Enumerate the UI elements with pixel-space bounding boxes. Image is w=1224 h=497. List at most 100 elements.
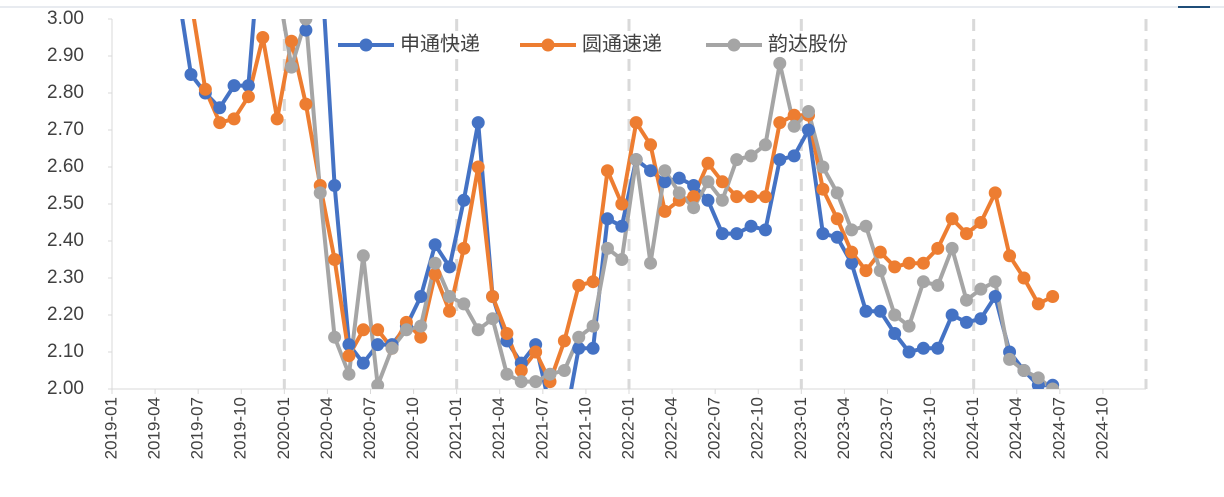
series-marker (816, 182, 830, 196)
series-marker (916, 256, 930, 270)
series-marker (787, 149, 801, 163)
y-tick-label: 2.80 (47, 82, 84, 103)
series-marker (773, 116, 787, 130)
plot-area (180, 0, 1060, 433)
x-tick-label: 2020-10 (403, 397, 422, 459)
series-marker (442, 290, 456, 303)
series-marker (184, 0, 197, 7)
series-marker (644, 256, 658, 270)
x-tick-label: 2019-07 (188, 397, 207, 459)
series-marker (845, 245, 859, 259)
series-marker (600, 241, 614, 255)
series-marker (830, 230, 844, 244)
series-marker (285, 60, 299, 74)
series-marker (414, 290, 428, 303)
series-marker (715, 227, 729, 241)
series-marker (600, 212, 614, 226)
series-marker (730, 190, 744, 204)
y-tick-label: 2.40 (47, 230, 84, 251)
y-tick-label: 2.90 (47, 45, 84, 66)
x-tick-label: 2019-04 (145, 397, 164, 459)
series-marker (270, 112, 284, 126)
x-tick-label: 2021-01 (446, 397, 465, 459)
series-marker (988, 290, 1002, 303)
series-marker (701, 175, 715, 189)
series-marker (184, 68, 198, 81)
legend-marker (541, 38, 555, 52)
x-tick-label: 2022-07 (705, 397, 724, 459)
series-marker (328, 253, 342, 266)
legend-label: 申通快递 (400, 32, 480, 55)
series-marker (1003, 249, 1017, 263)
series-marker (701, 193, 715, 207)
series-marker (371, 323, 385, 337)
series-marker (399, 323, 413, 337)
series-marker (916, 275, 930, 289)
series-marker (873, 245, 887, 259)
series-marker (787, 108, 801, 122)
y-tick-label: 3.00 (47, 8, 84, 29)
y-tick-label: 2.50 (47, 193, 84, 214)
series-marker (572, 330, 586, 344)
series-marker (586, 319, 600, 333)
series-marker (758, 190, 772, 204)
series-marker (558, 420, 571, 433)
x-tick-label: 2024-07 (1049, 397, 1068, 459)
series-marker (500, 327, 514, 340)
series-marker (486, 312, 500, 326)
series-marker (902, 256, 916, 270)
series-marker (342, 338, 356, 352)
y-tick-label: 2.60 (47, 156, 84, 177)
series-marker (715, 175, 729, 189)
series-marker (873, 264, 887, 278)
series-marker (299, 23, 313, 37)
series-marker (931, 278, 945, 292)
series-marker (299, 19, 313, 26)
series-marker (586, 341, 600, 355)
series-marker (658, 204, 672, 218)
series-marker (744, 149, 758, 163)
series-marker (931, 341, 945, 355)
series-marker (945, 241, 959, 255)
series-marker (687, 201, 701, 215)
series-marker (758, 138, 772, 152)
series-marker (672, 186, 686, 200)
series-marker (356, 249, 370, 263)
series-marker (644, 164, 658, 178)
series-marker (543, 367, 557, 381)
series-marker (687, 179, 701, 192)
series-marker (845, 256, 859, 270)
series-marker (414, 330, 428, 344)
series-marker (342, 367, 356, 381)
series-marker (514, 375, 528, 389)
x-tick-label: 2023-10 (920, 397, 939, 459)
series-marker (227, 112, 241, 126)
series-marker (802, 105, 816, 118)
series-marker (744, 219, 758, 233)
series-marker (730, 153, 744, 167)
y-tick-label: 2.20 (47, 304, 84, 325)
series-marker (328, 179, 342, 192)
legend: 申通快递 圆通速递 韵达股份 (338, 32, 848, 55)
x-tick-label: 2021-10 (575, 397, 594, 459)
series-marker (945, 212, 959, 226)
series-marker (600, 164, 614, 178)
legend-label: 韵达股份 (768, 32, 848, 55)
legend-marker (359, 38, 373, 52)
y-tick-label: 2.70 (47, 119, 84, 140)
series-marker (959, 293, 973, 307)
series-marker (471, 116, 485, 130)
series-marker (902, 345, 916, 359)
series-marker (916, 341, 930, 355)
series-marker (945, 308, 959, 322)
y-tick-label: 2.30 (47, 267, 84, 288)
series-marker (629, 116, 643, 130)
series-marker (529, 345, 543, 359)
series-marker (988, 275, 1002, 289)
legend-label: 圆通速递 (582, 32, 662, 55)
x-tick-label: 2024-01 (963, 397, 982, 459)
series-marker (974, 282, 988, 296)
series-marker (385, 341, 399, 355)
x-tick-label: 2020-04 (317, 397, 336, 459)
series-marker (959, 315, 973, 329)
